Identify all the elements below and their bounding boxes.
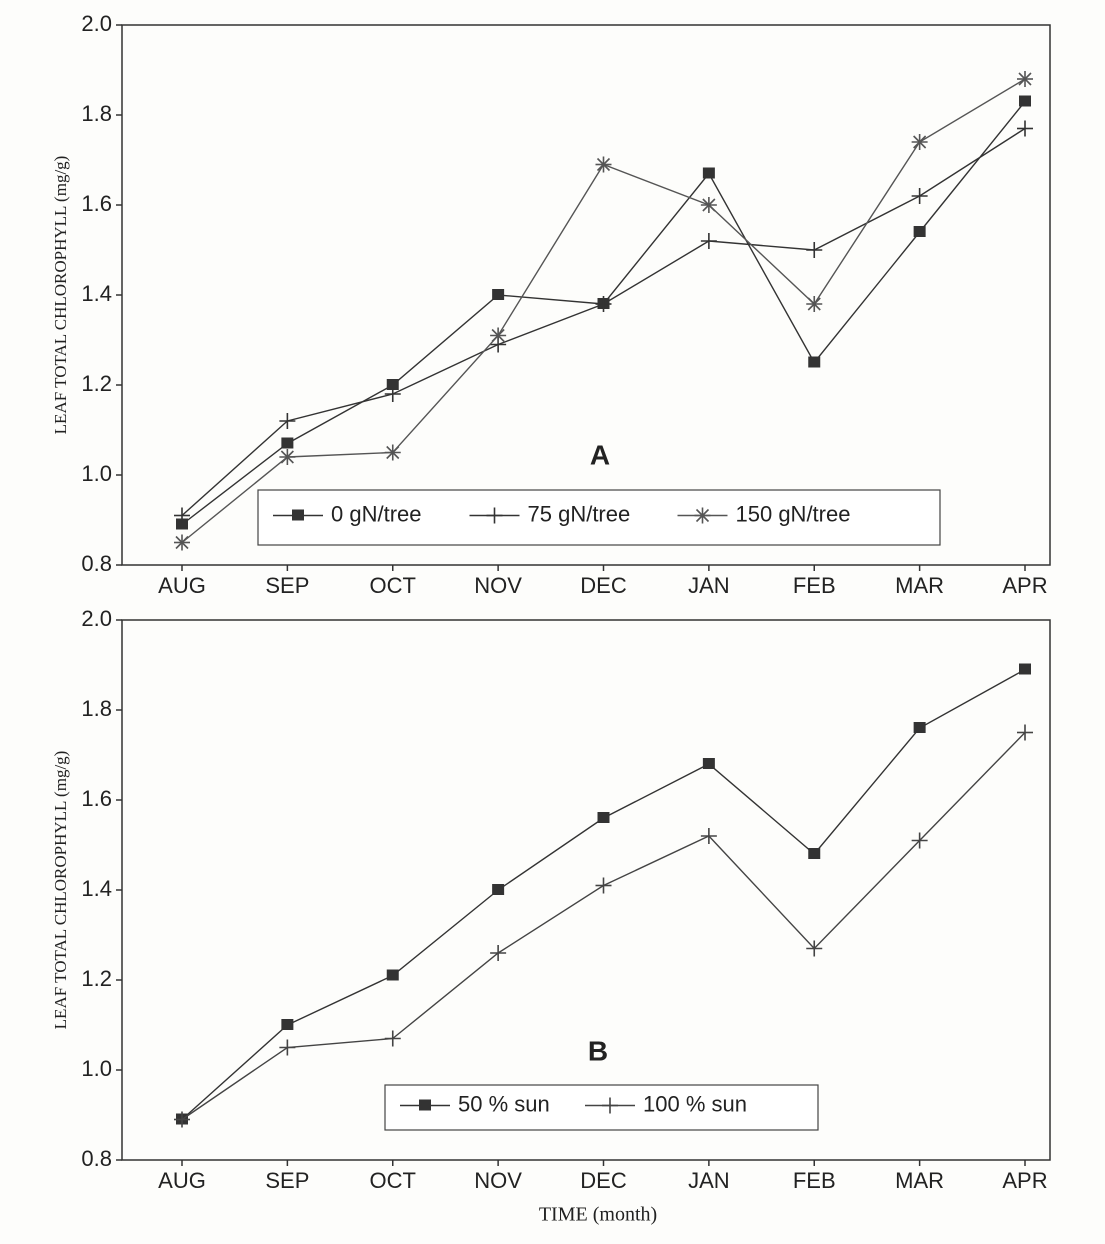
legend-label: 100 % sun: [643, 1091, 747, 1116]
marker: [806, 296, 822, 312]
marker-square: [914, 226, 926, 237]
x-tick-label: MAR: [895, 573, 944, 598]
marker: [808, 357, 820, 368]
y-axis-label: LEAF TOTAL CHLOROPHYLL (mg/g): [51, 156, 70, 435]
y-tick-label: 1.8: [81, 101, 112, 126]
marker: [695, 508, 711, 524]
marker: [701, 197, 717, 213]
x-tick-label: SEP: [265, 573, 309, 598]
x-tick-label: DEC: [580, 573, 627, 598]
chart: 0.8 1.0 1.2 1.4 1.6 1.8 2.0 AUG SEP OCT NOV DEC JAN F…: [0, 0, 1105, 1244]
marker-square: [703, 758, 715, 769]
legend-box: [385, 1085, 818, 1130]
marker: [387, 970, 399, 981]
y-tick-label: 1.6: [81, 191, 112, 216]
x-tick-label: DEC: [580, 1168, 627, 1193]
marker: [281, 438, 293, 449]
marker: [490, 328, 506, 344]
marker: [598, 812, 610, 823]
y-tick-label: 2.0: [81, 606, 112, 631]
y-tick-label: 1.8: [81, 696, 112, 721]
x-tick-label: NOV: [474, 1168, 522, 1193]
legend-label: 50 % sun: [458, 1091, 550, 1116]
legend-label: 75 gN/tree: [528, 501, 631, 526]
y-tick-label: 1.0: [81, 461, 112, 486]
marker: [174, 535, 190, 551]
marker-square: [281, 438, 293, 449]
x-tick-label: JAN: [688, 573, 730, 598]
marker: [912, 134, 928, 150]
x-tick-label: MAR: [895, 1168, 944, 1193]
legend-label: 150 gN/tree: [736, 501, 851, 526]
marker: [808, 848, 820, 859]
x-axis-label: TIME (month): [539, 1204, 657, 1226]
marker: [492, 289, 504, 300]
marker-square: [281, 1019, 293, 1030]
marker-square: [292, 510, 304, 521]
marker-square: [492, 884, 504, 895]
x-tick-label: FEB: [793, 573, 836, 598]
marker: [279, 449, 295, 465]
background: [0, 0, 1105, 1244]
marker: [703, 758, 715, 769]
marker-square: [914, 722, 926, 733]
marker: [703, 168, 715, 179]
marker-square: [703, 168, 715, 179]
y-tick-label: 1.6: [81, 786, 112, 811]
marker-square: [492, 289, 504, 300]
y-tick-label: 0.8: [81, 551, 112, 576]
marker: [419, 1100, 431, 1111]
marker: [1019, 664, 1031, 675]
marker-square: [598, 812, 610, 823]
y-tick-label: 1.4: [81, 281, 112, 306]
marker-square: [808, 357, 820, 368]
marker: [492, 884, 504, 895]
x-tick-label: AUG: [158, 573, 206, 598]
y-axis-label: LEAF TOTAL CHLOROPHYLL (mg/g): [51, 751, 70, 1030]
marker-square: [387, 970, 399, 981]
marker: [1019, 96, 1031, 107]
x-tick-label: JAN: [688, 1168, 730, 1193]
x-tick-label: AUG: [158, 1168, 206, 1193]
marker-square: [808, 848, 820, 859]
y-tick-label: 1.4: [81, 876, 112, 901]
panel-label: B: [588, 1035, 608, 1066]
x-tick-label: NOV: [474, 573, 522, 598]
x-tick-label: APR: [1002, 573, 1047, 598]
page: 0.8 1.0 1.2 1.4 1.6 1.8 2.0 AUG SEP OCT NOV DEC JAN F…: [0, 0, 1105, 1244]
marker: [385, 445, 401, 461]
marker-square: [419, 1100, 431, 1111]
y-tick-label: 0.8: [81, 1146, 112, 1171]
marker: [1017, 71, 1033, 87]
panel-label: A: [590, 439, 610, 470]
y-tick-label: 1.0: [81, 1056, 112, 1081]
legend-label: 0 gN/tree: [331, 501, 422, 526]
marker: [281, 1019, 293, 1030]
y-tick-label: 1.2: [81, 371, 112, 396]
marker-square: [1019, 96, 1031, 107]
y-tick-label: 2.0: [81, 11, 112, 36]
x-tick-label: SEP: [265, 1168, 309, 1193]
x-tick-label: OCT: [370, 1168, 416, 1193]
x-tick-label: OCT: [370, 573, 416, 598]
marker: [914, 722, 926, 733]
x-tick-label: FEB: [793, 1168, 836, 1193]
marker: [914, 226, 926, 237]
marker: [292, 510, 304, 521]
marker: [596, 157, 612, 173]
x-tick-label: APR: [1002, 1168, 1047, 1193]
marker-square: [1019, 664, 1031, 675]
y-tick-label: 1.2: [81, 966, 112, 991]
